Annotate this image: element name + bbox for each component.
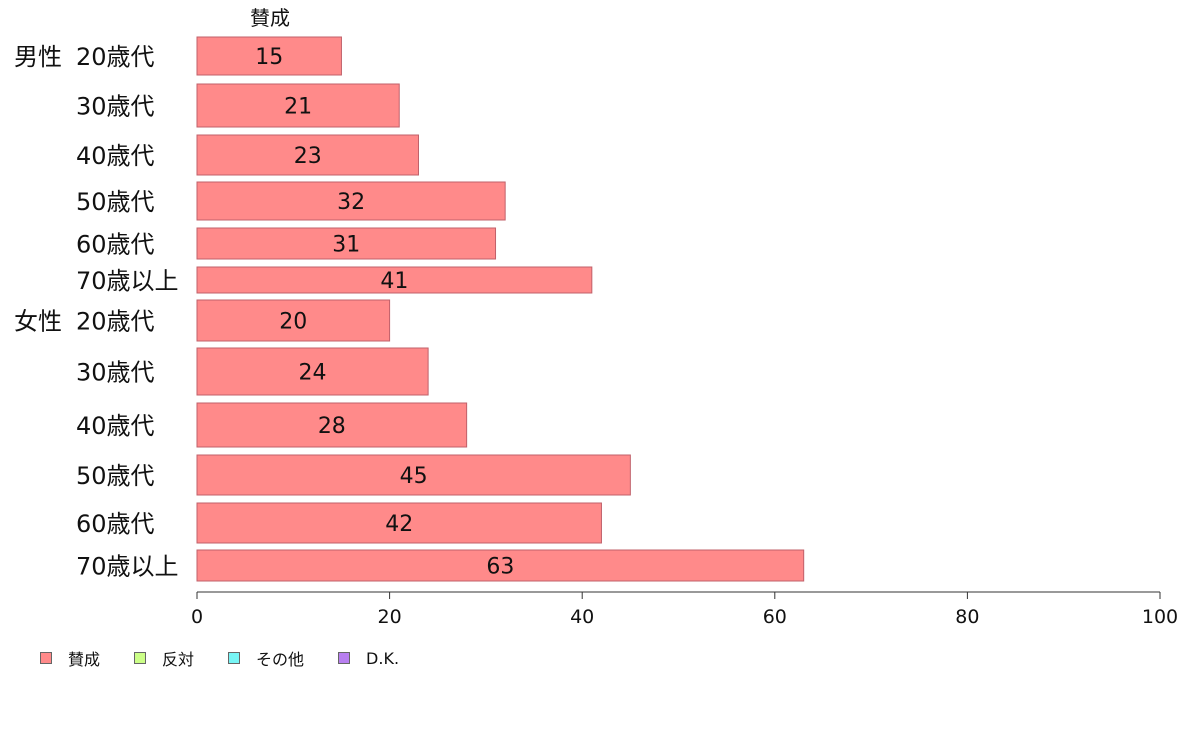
legend-item-agree: 賛成: [40, 646, 100, 670]
category-label: 50歳代: [76, 462, 155, 490]
bar-male-0: [196, 36, 342, 76]
bar-male-1: [196, 83, 400, 128]
series-top-label: 賛成: [250, 6, 290, 30]
bar-female-5: [196, 549, 805, 582]
legend-swatch-dk: [338, 652, 351, 664]
bar-female-3: [196, 454, 631, 496]
category-label: 70歳以上: [76, 553, 179, 581]
x-tick-label: 60: [763, 606, 787, 628]
data-label: 63: [486, 555, 514, 580]
x-tick-label: 40: [570, 606, 594, 628]
group-label: 男性: [14, 43, 62, 71]
category-label: 30歳代: [76, 359, 155, 387]
x-tick-label: 80: [955, 606, 979, 628]
legend-label-dk: D.K.: [366, 648, 400, 668]
data-label: 24: [299, 361, 327, 386]
category-label: 20歳代: [76, 43, 155, 71]
legend-label-oppose: 反対: [162, 650, 195, 669]
x-tick-label: 20: [378, 606, 402, 628]
bar-male-5: [196, 266, 593, 294]
data-label: 15: [255, 45, 283, 70]
data-label: 31: [332, 233, 360, 258]
category-label: 40歳代: [76, 412, 155, 440]
legend-item-oppose: 反対: [134, 646, 194, 670]
bar-female-2: [196, 402, 468, 448]
legend-item-other: その他: [228, 646, 304, 670]
x-tick-label: 100: [1142, 606, 1178, 628]
category-label: 60歳代: [76, 510, 155, 538]
data-label: 20: [279, 310, 307, 335]
category-label: 40歳代: [76, 142, 155, 170]
data-label: 41: [380, 269, 408, 294]
data-label: 45: [400, 464, 428, 489]
group-label: 女性: [14, 308, 62, 336]
legend-label-agree: 賛成: [68, 650, 101, 669]
legend-swatch-other: [228, 652, 241, 664]
category-label: 50歳代: [76, 188, 155, 216]
bar-male-3: [196, 181, 506, 221]
bar-chart: 賛成 1520歳代男性2130歳代2340歳代3250歳代3160歳代4170歳…: [14, 6, 1178, 628]
bar-female-0: [196, 299, 391, 342]
legend-swatch-agree: [40, 652, 52, 664]
category-label: 60歳代: [76, 231, 155, 259]
x-tick-label: 0: [191, 606, 203, 628]
data-label: 21: [284, 95, 312, 120]
category-label: 70歳以上: [76, 267, 179, 295]
legend: 賛成 反対 その他 D.K.: [40, 646, 433, 670]
category-label: 20歳代: [76, 308, 155, 336]
bar-male-4: [196, 227, 497, 260]
legend-swatch-oppose: [134, 652, 147, 664]
bar-female-1: [196, 347, 429, 396]
bar-female-4: [196, 502, 602, 544]
data-label: 32: [337, 190, 365, 215]
data-label: 42: [385, 512, 413, 537]
data-label: 28: [318, 414, 346, 439]
legend-item-dk: D.K.: [338, 649, 399, 668]
category-label: 30歳代: [76, 93, 155, 121]
data-label: 23: [294, 144, 322, 169]
legend-label-other: その他: [256, 650, 305, 669]
bar-male-2: [196, 134, 419, 176]
